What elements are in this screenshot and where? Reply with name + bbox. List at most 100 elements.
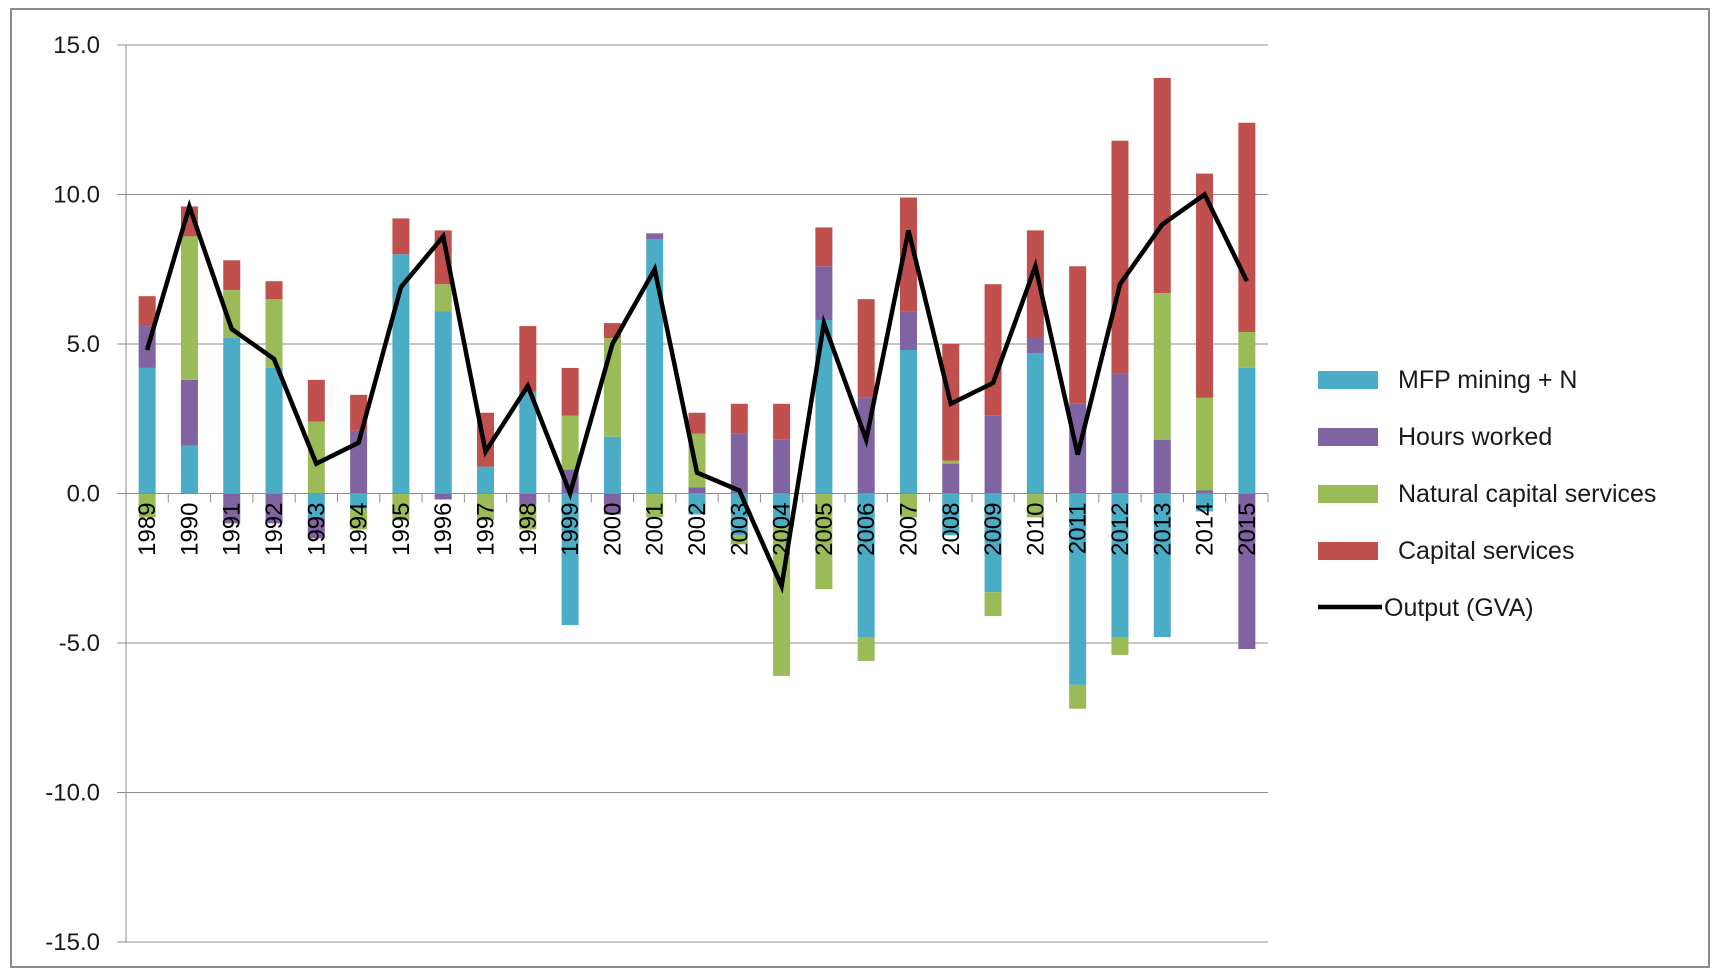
y-tick-label: 15.0 [53, 32, 100, 59]
bar-segment [1111, 373, 1129, 494]
bar-segment [180, 236, 198, 380]
bar-segment [561, 415, 579, 470]
category-label: 2011 [1065, 503, 1092, 555]
bar-segment [688, 487, 706, 494]
bar-segment [942, 463, 960, 494]
bar-segment [857, 637, 875, 661]
y-tick-label: -5.0 [59, 630, 100, 657]
category-label: 2006 [853, 503, 880, 556]
bar-segment [603, 338, 621, 437]
x-axis-ticks [125, 493, 1269, 503]
bar-segment [434, 493, 452, 500]
category-label: 2001 [642, 503, 669, 556]
legend-swatch [1318, 428, 1378, 446]
bar-segment [899, 493, 917, 518]
bar-segment [138, 367, 156, 494]
bar-segment [519, 391, 537, 494]
category-labels: 1989 1990 1991 1992 1993 1994 1995 1996 1997 1998… [134, 503, 1261, 556]
legend-label: Output (GVA) [1384, 594, 1534, 622]
bar-segment [1069, 684, 1087, 709]
bar-segment [730, 433, 748, 494]
category-label: 1997 [473, 503, 500, 556]
bar-segment [1153, 439, 1171, 494]
category-label: 1995 [388, 503, 415, 556]
legend-label: Hours worked [1398, 423, 1552, 451]
bar-segment [815, 227, 833, 267]
bar-segment [899, 349, 917, 494]
category-label: 2008 [938, 503, 965, 556]
bar-segment [1238, 367, 1256, 494]
bar-segment [1153, 293, 1171, 440]
category-label: 2000 [599, 503, 626, 556]
bar-segment [392, 493, 410, 521]
bar-segment [603, 493, 621, 515]
category-label: 1989 [134, 503, 161, 556]
bar-segment [984, 493, 1002, 593]
bar-segment [434, 284, 452, 312]
bar-segment [773, 403, 791, 440]
y-tick-label: 5.0 [67, 331, 100, 358]
bar-segment [1026, 338, 1044, 353]
bar-segment [646, 239, 664, 494]
bar-segment [899, 311, 917, 350]
category-label: 2010 [1022, 503, 1049, 556]
bar-segment [984, 592, 1002, 617]
y-tick-label: 0.0 [67, 481, 100, 508]
legend-swatch [1318, 371, 1378, 389]
bar-segment [307, 421, 325, 494]
legend-label: Natural capital services [1398, 480, 1656, 508]
bar-segment [1238, 332, 1256, 368]
output-line [144, 191, 1249, 595]
bar-segment [688, 493, 706, 515]
bar-segment [434, 311, 452, 494]
bar-segment [180, 445, 198, 494]
category-label: 1992 [261, 503, 288, 556]
bar-segment [815, 266, 833, 321]
category-label: 2015 [1234, 503, 1261, 556]
category-label: 2014 [1192, 503, 1219, 556]
bar-segment [265, 299, 283, 368]
category-label: 2007 [895, 503, 922, 556]
category-label: 2005 [811, 503, 838, 556]
bar-segment [773, 493, 791, 527]
bar-segment [1153, 77, 1171, 294]
bar-segment [223, 290, 241, 339]
bar-segment [1238, 122, 1256, 333]
bar-segment [1111, 493, 1129, 638]
bar-segment [477, 493, 495, 521]
y-tick-label: -10.0 [45, 780, 100, 807]
legend-swatch [1318, 542, 1378, 560]
category-label: 2009 [980, 503, 1007, 556]
bar-segment [815, 493, 833, 590]
category-label: 2002 [684, 503, 711, 556]
bar-segment [646, 493, 664, 518]
bar-segment [350, 508, 368, 530]
category-label: 1993 [303, 503, 330, 556]
bar-segment [561, 367, 579, 416]
bar-segment [180, 379, 198, 446]
bar-segment [223, 260, 241, 291]
bar-segment [392, 254, 410, 494]
bar-segment [646, 233, 664, 240]
bar-segment [223, 493, 241, 524]
bar-segment [1111, 140, 1129, 374]
bar-segment [265, 493, 283, 524]
bar-segment [138, 296, 156, 327]
bar-segment [984, 284, 1002, 416]
bars [138, 77, 1256, 709]
category-label: 1990 [176, 503, 203, 556]
bar-segment [223, 338, 241, 494]
category-label: 2013 [1149, 503, 1176, 556]
bar-segment [1196, 493, 1214, 512]
bar-segment [942, 493, 960, 536]
bar-segment [477, 466, 495, 494]
category-label: 1999 [557, 503, 584, 556]
bar-segment [561, 493, 579, 626]
y-axis-ticks: 15.0 10.0 5.0 0.0 -5.0 -10.0 -15.0 [45, 32, 100, 956]
category-label: 1996 [430, 503, 457, 556]
bar-segment [1026, 352, 1044, 494]
bar-segment [392, 218, 410, 255]
bar-segment [1238, 493, 1256, 649]
bar-segment [519, 505, 537, 530]
bar-segment [1153, 493, 1171, 638]
